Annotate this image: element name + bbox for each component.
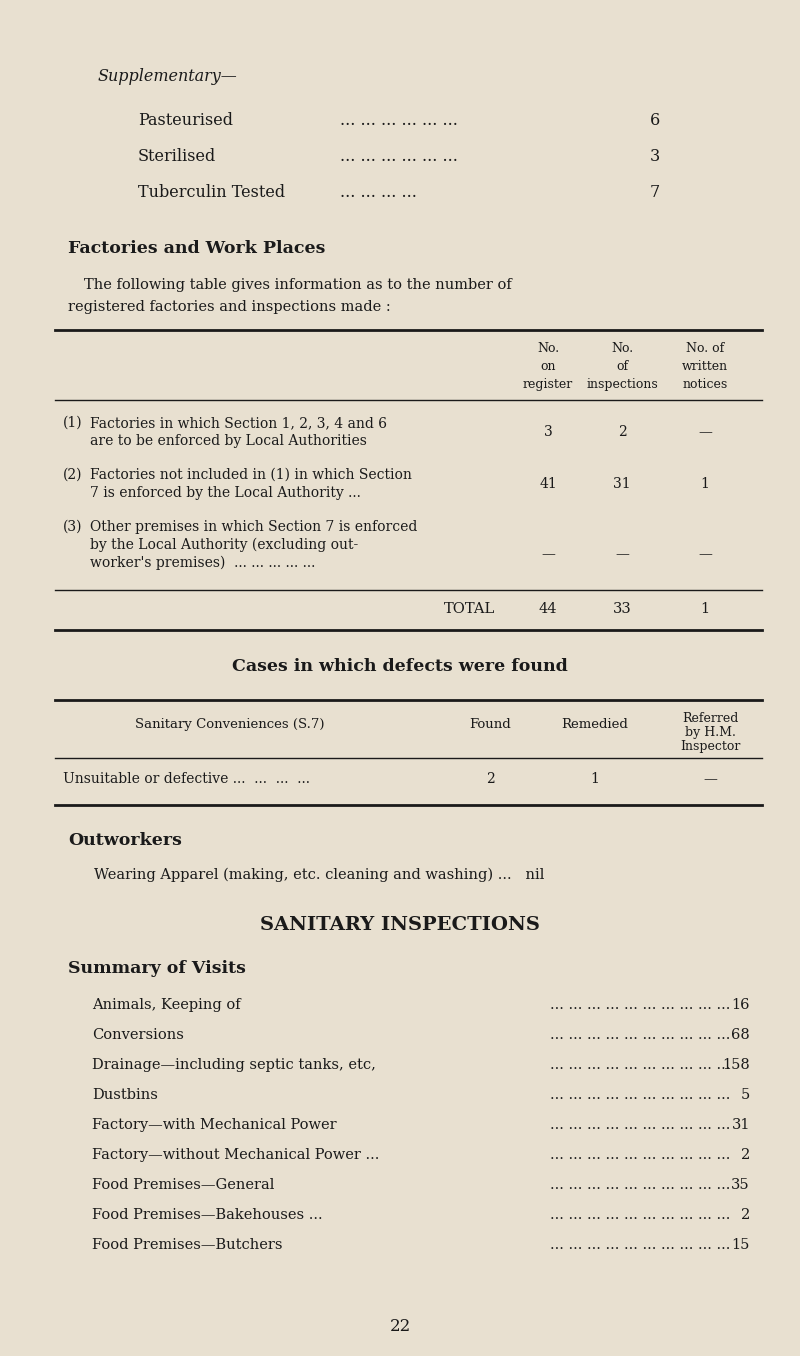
Text: Supplementary—: Supplementary—	[98, 68, 238, 85]
Text: Found: Found	[469, 717, 511, 731]
Text: Unsuitable or defective ...  ...  ...  ...: Unsuitable or defective ... ... ... ...	[63, 772, 310, 786]
Text: SANITARY INSPECTIONS: SANITARY INSPECTIONS	[260, 917, 540, 934]
Text: ... ... ... ... ... ... ... ... ... ...: ... ... ... ... ... ... ... ... ... ...	[550, 1028, 730, 1041]
Text: Dustbins: Dustbins	[92, 1088, 158, 1102]
Text: Summary of Visits: Summary of Visits	[68, 960, 246, 978]
Text: notices: notices	[682, 378, 728, 391]
Text: on: on	[540, 359, 556, 373]
Text: 31: 31	[613, 477, 631, 491]
Text: of: of	[616, 359, 628, 373]
Text: ... ... ... ... ... ... ... ... ... ...: ... ... ... ... ... ... ... ... ... ...	[550, 1178, 730, 1192]
Text: 3: 3	[544, 424, 552, 439]
Text: Other premises in which Section 7 is enforced: Other premises in which Section 7 is enf…	[90, 519, 418, 534]
Text: 1: 1	[701, 602, 710, 616]
Text: ... ... ... ... ... ... ... ... ... ...: ... ... ... ... ... ... ... ... ... ...	[550, 1238, 730, 1252]
Text: Inspector: Inspector	[680, 740, 740, 753]
Text: 6: 6	[650, 113, 660, 129]
Text: —: —	[541, 546, 555, 561]
Text: (1): (1)	[63, 416, 82, 430]
Text: 2: 2	[618, 424, 626, 439]
Text: Factory—with Mechanical Power: Factory—with Mechanical Power	[92, 1117, 337, 1132]
Text: 15: 15	[732, 1238, 750, 1252]
Text: 7: 7	[650, 184, 660, 201]
Text: —: —	[703, 772, 717, 786]
Text: by the Local Authority (excluding out-: by the Local Authority (excluding out-	[90, 538, 358, 552]
Text: 31: 31	[731, 1117, 750, 1132]
Text: 158: 158	[722, 1058, 750, 1073]
Text: Cases in which defects were found: Cases in which defects were found	[232, 658, 568, 675]
Text: worker's premises)  ... ... ... ... ...: worker's premises) ... ... ... ... ...	[90, 556, 315, 571]
Text: Drainage—including septic tanks, etc,: Drainage—including septic tanks, etc,	[92, 1058, 376, 1073]
Text: 2: 2	[741, 1208, 750, 1222]
Text: 3: 3	[650, 148, 660, 165]
Text: 7 is enforced by the Local Authority ...: 7 is enforced by the Local Authority ...	[90, 485, 361, 500]
Text: are to be enforced by Local Authorities: are to be enforced by Local Authorities	[90, 434, 367, 447]
Text: 2: 2	[741, 1149, 750, 1162]
Text: —: —	[698, 424, 712, 439]
Text: (2): (2)	[63, 468, 82, 481]
Text: 44: 44	[538, 602, 558, 616]
Text: ... ... ... ... ... ... ... ... ... ...: ... ... ... ... ... ... ... ... ... ...	[550, 1058, 730, 1073]
Text: No.: No.	[537, 342, 559, 355]
Text: Pasteurised: Pasteurised	[138, 113, 233, 129]
Text: ... ... ... ... ... ...: ... ... ... ... ... ...	[340, 113, 458, 129]
Text: ... ... ... ... ... ...: ... ... ... ... ... ...	[340, 148, 458, 165]
Text: 33: 33	[613, 602, 631, 616]
Text: 35: 35	[731, 1178, 750, 1192]
Text: ... ... ... ... ... ... ... ... ... ...: ... ... ... ... ... ... ... ... ... ...	[550, 1088, 730, 1102]
Text: register: register	[523, 378, 573, 391]
Text: Food Premises—General: Food Premises—General	[92, 1178, 274, 1192]
Text: Sanitary Conveniences (S.7): Sanitary Conveniences (S.7)	[135, 717, 325, 731]
Text: ... ... ... ... ... ... ... ... ... ...: ... ... ... ... ... ... ... ... ... ...	[550, 1208, 730, 1222]
Text: No. of: No. of	[686, 342, 724, 355]
Text: ... ... ... ...: ... ... ... ...	[340, 184, 417, 201]
Text: Factories in which Section 1, 2, 3, 4 and 6: Factories in which Section 1, 2, 3, 4 an…	[90, 416, 387, 430]
Text: 41: 41	[539, 477, 557, 491]
Text: Food Premises—Butchers: Food Premises—Butchers	[92, 1238, 282, 1252]
Text: written: written	[682, 359, 728, 373]
Text: TOTAL: TOTAL	[444, 602, 495, 616]
Text: Outworkers: Outworkers	[68, 833, 182, 849]
Text: Food Premises—Bakehouses ...: Food Premises—Bakehouses ...	[92, 1208, 322, 1222]
Text: Factories and Work Places: Factories and Work Places	[68, 240, 326, 258]
Text: (3): (3)	[63, 519, 82, 534]
Text: ... ... ... ... ... ... ... ... ... ...: ... ... ... ... ... ... ... ... ... ...	[550, 998, 730, 1012]
Text: Remedied: Remedied	[562, 717, 629, 731]
Text: 68: 68	[731, 1028, 750, 1041]
Text: The following table gives information as to the number of: The following table gives information as…	[84, 278, 512, 292]
Text: ... ... ... ... ... ... ... ... ... ...: ... ... ... ... ... ... ... ... ... ...	[550, 1117, 730, 1132]
Text: Conversions: Conversions	[92, 1028, 184, 1041]
Text: 1: 1	[590, 772, 599, 786]
Text: 22: 22	[390, 1318, 410, 1336]
Text: 16: 16	[731, 998, 750, 1012]
Text: Wearing Apparel (making, etc. cleaning and washing) ...   nil: Wearing Apparel (making, etc. cleaning a…	[94, 868, 544, 883]
Text: registered factories and inspections made :: registered factories and inspections mad…	[68, 300, 390, 315]
Text: Factories not included in (1) in which Section: Factories not included in (1) in which S…	[90, 468, 412, 481]
Text: Animals, Keeping of: Animals, Keeping of	[92, 998, 241, 1012]
Text: Referred: Referred	[682, 712, 738, 725]
Text: ... ... ... ... ... ... ... ... ... ...: ... ... ... ... ... ... ... ... ... ...	[550, 1149, 730, 1162]
Text: inspections: inspections	[586, 378, 658, 391]
Text: 5: 5	[741, 1088, 750, 1102]
Text: by H.M.: by H.M.	[685, 725, 735, 739]
Text: Factory—without Mechanical Power ...: Factory—without Mechanical Power ...	[92, 1149, 379, 1162]
Text: 1: 1	[701, 477, 710, 491]
Text: 2: 2	[486, 772, 494, 786]
Text: —: —	[615, 546, 629, 561]
Text: —: —	[698, 546, 712, 561]
Text: Tuberculin Tested: Tuberculin Tested	[138, 184, 285, 201]
Text: Sterilised: Sterilised	[138, 148, 216, 165]
Text: No.: No.	[611, 342, 633, 355]
